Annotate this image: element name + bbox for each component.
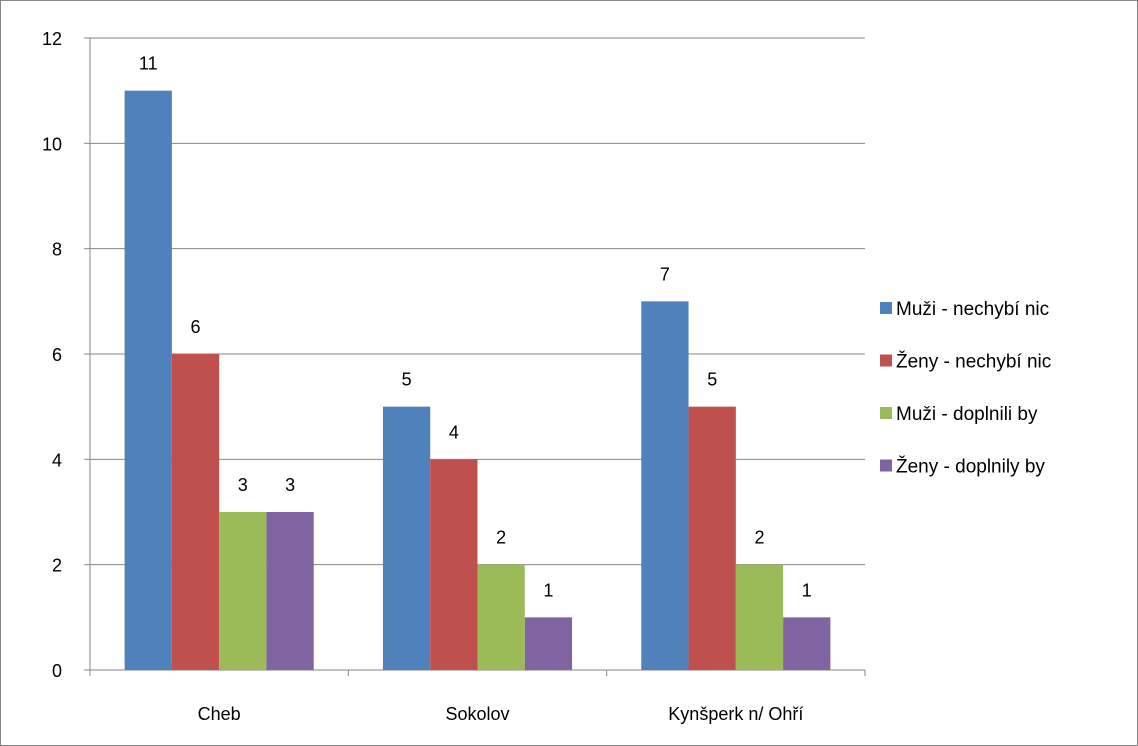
legend-label: Ženy - nechybí nic — [896, 351, 1051, 373]
bar — [430, 459, 478, 670]
y-tick-label: 8 — [52, 240, 62, 260]
data-label: 5 — [402, 370, 412, 390]
bar — [688, 406, 736, 670]
legend-label: Muži - doplnili by — [896, 404, 1038, 425]
legend: Muži - nechybí nic Ženy - nechybí nic Muži… — [880, 299, 1051, 478]
y-tick-label: 2 — [52, 556, 62, 576]
bar — [524, 617, 573, 670]
bar — [477, 564, 525, 670]
x-category-label: Sokolov — [445, 704, 509, 724]
data-label: 2 — [754, 528, 764, 548]
legend-label: Muži - nechybí nic — [896, 299, 1049, 320]
data-label: 1 — [543, 580, 553, 600]
bar — [735, 564, 784, 670]
bar — [219, 512, 267, 670]
legend-swatch — [880, 302, 892, 314]
legend-swatch — [880, 459, 892, 472]
data-label: 5 — [707, 370, 717, 390]
x-category-label: Cheb — [198, 704, 241, 724]
bar — [266, 512, 314, 670]
y-tick-label: 4 — [52, 450, 62, 470]
y-tick-label: 6 — [52, 345, 62, 365]
bar — [171, 354, 220, 670]
bar — [641, 301, 689, 670]
legend-swatch — [880, 407, 892, 419]
data-label: 2 — [496, 528, 506, 548]
y-tick-label: 10 — [42, 134, 62, 154]
data-label: 1 — [802, 580, 812, 600]
y-tick-label: 0 — [52, 661, 62, 681]
data-label: 6 — [191, 317, 201, 337]
data-label: 11 — [139, 54, 158, 74]
y-tick-label: 12 — [42, 29, 62, 49]
data-labels: 11 6 3 3 5 4 2 1 7 5 2 1 — [139, 54, 812, 601]
bars — [124, 90, 831, 670]
bar — [783, 617, 831, 670]
bar — [124, 90, 172, 670]
legend-swatch — [880, 354, 892, 367]
data-label: 4 — [449, 422, 459, 442]
x-category-label: Kynšperk n/ Ohří — [668, 704, 803, 724]
data-label: 3 — [238, 475, 248, 495]
bar — [382, 406, 431, 670]
legend-label: Ženy - doplnily by — [896, 456, 1045, 478]
data-label: 3 — [285, 475, 295, 495]
data-label: 7 — [660, 264, 670, 284]
